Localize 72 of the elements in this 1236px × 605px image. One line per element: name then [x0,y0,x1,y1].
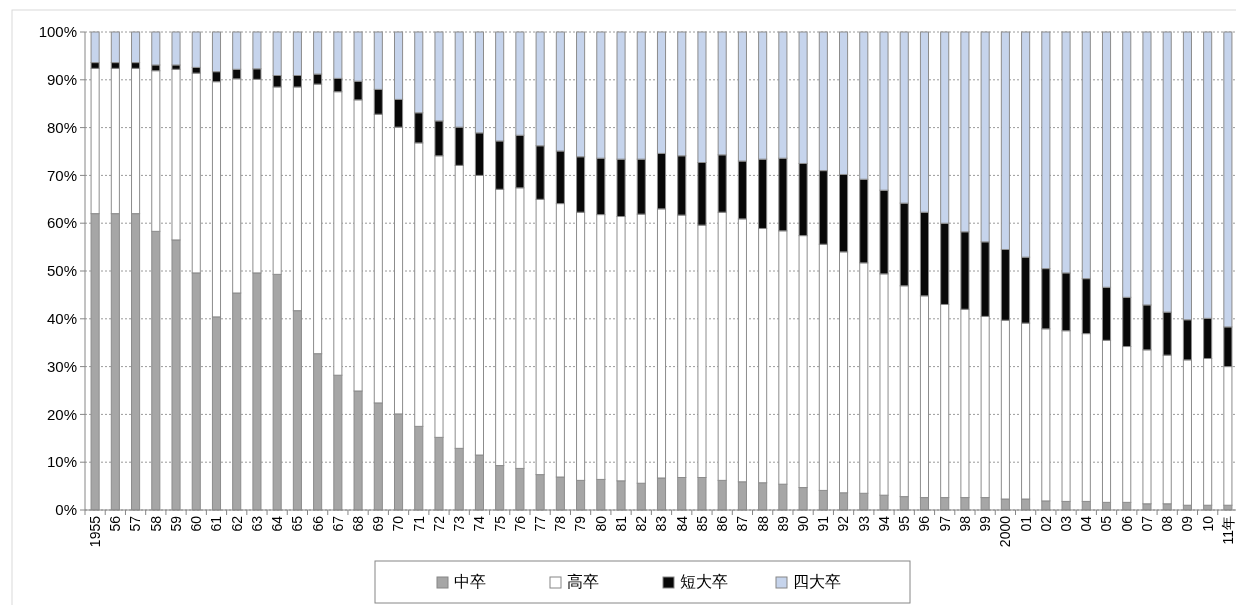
x-tick-label: 90 [795,515,811,532]
x-tick-label: 69 [370,515,387,532]
y-tick-label: 80% [46,118,77,136]
x-tick-label: 10 [1199,515,1216,532]
x-tick-label: 08 [1159,515,1176,532]
x-tick-label: 75 [491,515,508,532]
x-tick-label: 57 [127,515,144,532]
x-tick-label: 04 [1078,515,1095,532]
x-tick-label: 78 [552,515,569,532]
x-tick-label: 68 [349,515,366,532]
legend-label: 四大卒 [793,572,841,590]
y-tick-label: 60% [46,214,77,232]
x-tick-label: 82 [633,515,650,532]
x-tick-label: 76 [511,515,528,532]
y-tick-label: 100% [38,23,77,41]
y-tick-label: 0% [55,501,77,519]
x-tick-label: 99 [977,515,994,532]
x-tick-label: 66 [309,515,326,532]
x-tick-label: 07 [1138,515,1155,532]
x-tick-label: 1955 [87,515,104,548]
y-tick-label: 30% [46,357,77,375]
x-tick-label: 61 [208,515,225,532]
x-tick-label: 92 [835,515,852,532]
x-tick-label: 84 [673,515,690,532]
x-tick-label: 63 [248,515,265,532]
x-tick-label: 64 [269,515,286,532]
x-tick-label: 83 [653,515,670,532]
x-tick-label: 58 [147,515,164,532]
x-tick-label: 71 [410,515,427,532]
x-tick-label: 94 [875,515,892,532]
x-tick-label: 86 [714,515,731,532]
x-tick-label: 01 [1017,515,1034,532]
x-tick-label: 98 [956,515,973,532]
x-tick-label: 89 [774,515,791,532]
x-tick-label: 06 [1118,515,1135,532]
y-tick-label: 50% [46,262,77,280]
x-tick-label: 77 [532,515,549,532]
x-tick-label: 85 [693,515,710,532]
x-tick-label: 73 [451,515,468,532]
x-tick-label: 67 [329,515,346,532]
x-tick-label: 60 [188,515,205,532]
x-tick-label: 91 [815,515,832,532]
y-tick-label: 70% [46,166,77,184]
x-tick-label: 95 [896,515,913,532]
x-tick-label: 62 [228,515,245,532]
x-tick-label: 09 [1179,515,1196,532]
y-tick-label: 20% [46,405,77,423]
x-tick-label: 05 [1098,515,1115,532]
legend-label: 中卒 [454,572,486,590]
x-tick-label: 56 [107,515,124,532]
x-tick-label: 70 [390,515,407,532]
x-tick-label: 65 [289,515,306,532]
x-tick-label: 02 [1037,515,1054,532]
x-tick-label: 87 [734,515,751,532]
x-tick-label: 88 [754,515,771,532]
x-tick-label: 97 [936,515,953,532]
x-tick-label: 59 [167,515,184,532]
y-tick-label: 90% [46,71,77,89]
x-tick-label: 79 [572,515,589,532]
x-tick-label: 80 [592,515,609,532]
x-tick-label: 11年 [1219,516,1236,545]
x-tick-label: 2000 [997,515,1014,548]
x-tick-label: 93 [855,515,872,532]
legend-label: 高卒 [567,572,599,590]
x-tick-label: 81 [612,515,629,532]
x-tick-label: 74 [471,515,488,532]
y-tick-label: 40% [46,310,77,328]
x-tick-label: 72 [430,515,447,532]
legend-label: 短大卒 [680,572,728,590]
x-tick-label: 03 [1057,515,1074,532]
y-tick-label: 10% [46,453,77,471]
x-tick-label: 96 [916,515,933,532]
